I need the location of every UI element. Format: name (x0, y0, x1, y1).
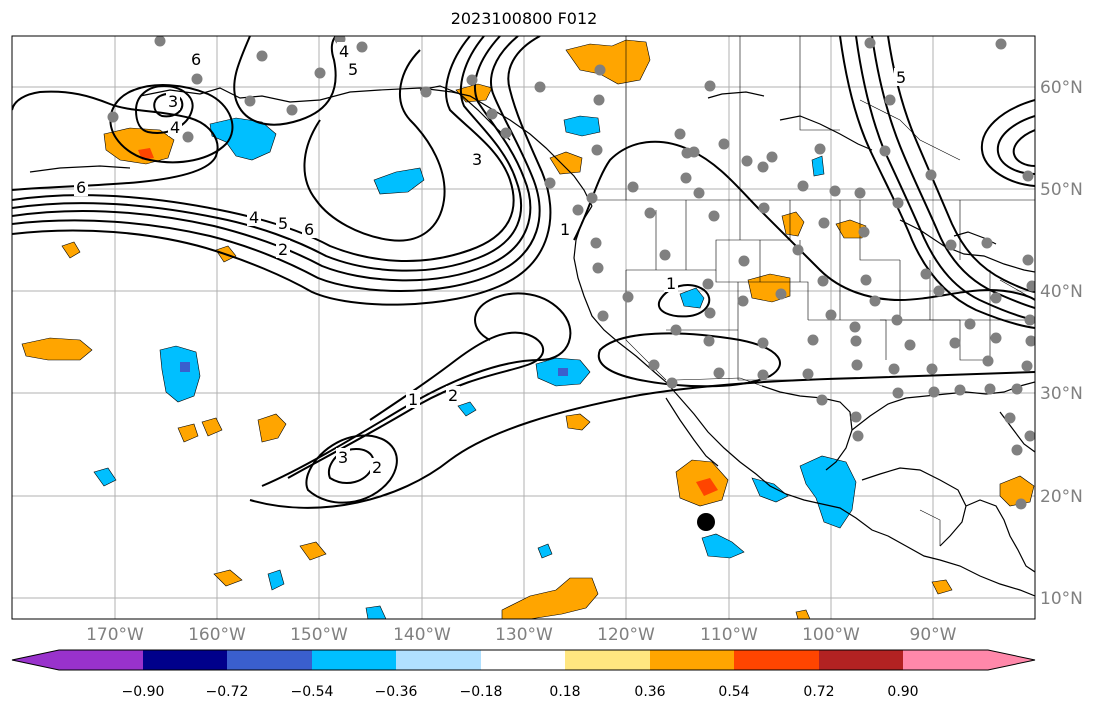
lon-tick-label: 130°W (495, 625, 553, 645)
colorbar-segment (312, 650, 396, 670)
colorbar-segment (481, 650, 565, 670)
colorbar-segment (650, 650, 734, 670)
contour-label: 3 (338, 448, 348, 467)
lat-tick-label: 30°N (1040, 384, 1083, 404)
lon-tick-label: 170°W (86, 625, 144, 645)
lon-tick-label: 90°W (910, 625, 957, 645)
colorbar-tick-labels: −0.90 −0.72 −0.54 −0.36 −0.18 0.18 0.36 … (122, 684, 919, 700)
contour-label: 2 (278, 240, 288, 259)
colorbar-segment (819, 650, 903, 670)
lon-tick-label: 160°W (188, 625, 246, 645)
colorbar-tick-label: 0.18 (549, 684, 580, 700)
contour-label: 4 (170, 118, 180, 137)
plot-title: 2023100800 F012 (450, 9, 598, 28)
contour-label: 5 (896, 68, 906, 87)
contour-label: 4 (339, 42, 349, 61)
storm-center-marker (697, 513, 715, 531)
lat-tick-label: 10°N (1040, 589, 1083, 609)
contour-label: 5 (348, 60, 358, 79)
contour-label-group: 6 3 4 6 4 5 6 2 4 5 3 1 1 2 (74, 42, 908, 477)
colorbar-segment (227, 650, 312, 670)
contour-label: 6 (304, 220, 314, 239)
colorbar-segment (396, 650, 481, 670)
colorbar-segment (59, 650, 143, 670)
contour-label: 2 (372, 458, 382, 477)
colorbar-segment (734, 650, 819, 670)
colorbar-tick-label: 0.54 (718, 684, 749, 700)
contour-label: 6 (76, 178, 86, 197)
map-frame (11, 35, 1036, 620)
colorbar-outline (11, 649, 1036, 671)
colorbar-tick-label: −0.54 (291, 684, 334, 700)
colorbar-extend-max (988, 650, 1035, 670)
contour-label: 1 (408, 390, 418, 409)
colorbar-segment (903, 650, 988, 670)
lat-tick-label: 40°N (1040, 282, 1083, 302)
colorbar-segment (565, 650, 650, 670)
lat-tick-label: 50°N (1040, 180, 1083, 200)
colorbar (11, 649, 1036, 671)
contour-label: 3 (168, 92, 178, 111)
colorbar-tick-label: −0.18 (460, 684, 503, 700)
lon-tick-label: 140°W (393, 625, 451, 645)
lat-tick-label: 60°N (1040, 78, 1083, 98)
contour-label: 4 (249, 208, 259, 227)
coastlines (29, 85, 1035, 597)
contour-label: 3 (472, 150, 482, 169)
longitude-labels: 170°W 160°W 150°W 140°W 130°W 120°W 110°… (86, 625, 957, 645)
colorbar-tick-label: 0.36 (634, 684, 665, 700)
colorbar-extend-min (12, 650, 59, 670)
colorbar-tick-label: 0.72 (803, 684, 834, 700)
lon-tick-label: 120°W (597, 625, 655, 645)
colorbar-segment (143, 650, 227, 670)
latitude-labels: 60°N 50°N 40°N 30°N 20°N 10°N (1040, 78, 1083, 609)
lat-tick-label: 20°N (1040, 487, 1083, 507)
colorbar-tick-label: −0.72 (206, 684, 249, 700)
lon-tick-label: 110°W (700, 625, 758, 645)
contour-label: 2 (448, 386, 458, 405)
contour-label: 1 (666, 274, 676, 293)
colorbar-tick-label: −0.90 (122, 684, 165, 700)
contours (12, 36, 1035, 509)
lon-tick-label: 100°W (802, 625, 860, 645)
anomaly-fills (21, 39, 1035, 619)
colorbar-tick-label: −0.36 (375, 684, 418, 700)
contour-label: 6 (191, 50, 201, 69)
station-markers (107, 36, 1035, 510)
contour-label: 5 (278, 214, 288, 233)
colorbar-tick-label: 0.90 (887, 684, 918, 700)
contour-label: 1 (560, 220, 570, 239)
lon-tick-label: 150°W (290, 625, 348, 645)
